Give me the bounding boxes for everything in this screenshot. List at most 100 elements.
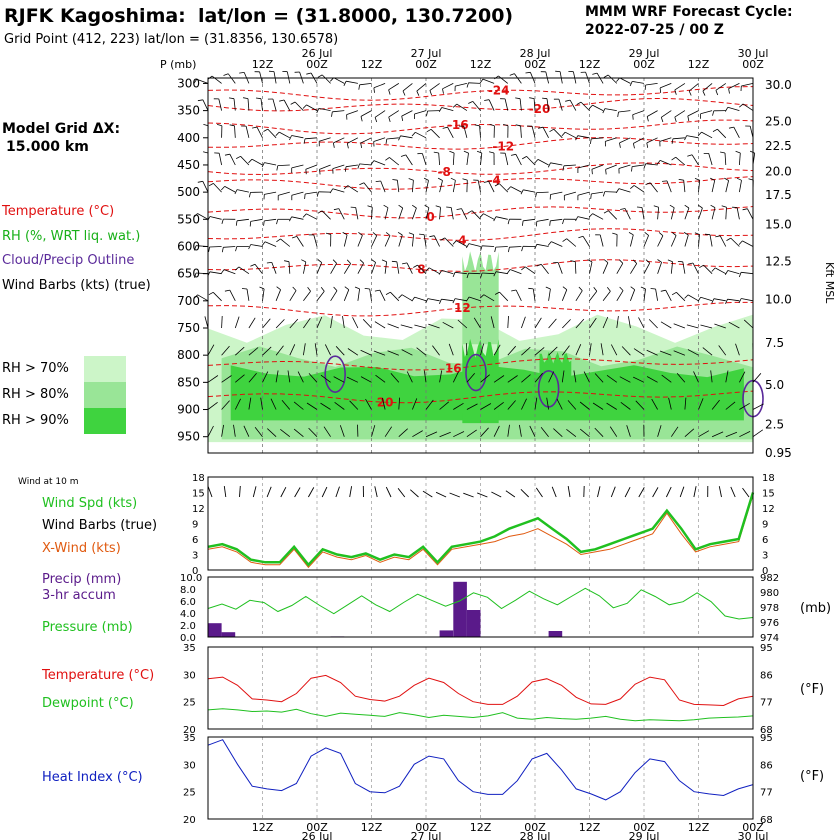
wind-barb-flag [304, 193, 306, 200]
wind-barb [592, 213, 604, 220]
wind-barb-flag [628, 232, 634, 236]
wind-barb-flag [578, 286, 583, 291]
wind-barb [493, 344, 501, 356]
wind-barb [480, 427, 489, 437]
wind-barb [455, 298, 467, 302]
wind-barb [523, 218, 536, 222]
wind-barb-flag [529, 97, 535, 99]
wind-barb-flag [488, 151, 495, 154]
wind-barb [668, 397, 672, 410]
wind-barb [221, 424, 224, 437]
bottom-hour-label: 12Z [470, 821, 492, 834]
temperature-contour-label: 8 [417, 263, 425, 277]
wind-barb-flag [259, 286, 265, 290]
wind-barb [343, 234, 348, 247]
wind-barb [633, 185, 645, 193]
bottom-date-label: 27 Jul [411, 830, 442, 840]
wind-barb [414, 324, 427, 329]
wind-barb [371, 207, 373, 220]
wind-barb [425, 180, 429, 193]
wind-barb-flag [223, 73, 229, 76]
wind-barb [456, 240, 468, 247]
wind-barb-flag [429, 235, 435, 238]
wind-barb-flag [697, 296, 702, 302]
wind-barb [684, 207, 690, 220]
wind-barb [448, 343, 454, 356]
wind-barb [725, 370, 729, 383]
temperature-contour-label: -8 [437, 165, 450, 179]
wind-barb [384, 207, 389, 220]
wind-barb [673, 323, 686, 329]
wind-barb [616, 316, 619, 329]
wind-barb [260, 397, 263, 410]
wind-barb-flag [250, 263, 256, 267]
wind-barb [271, 262, 277, 274]
wind-barb [727, 106, 740, 111]
wind-barb-flag [653, 205, 659, 208]
wind-barb [316, 316, 323, 329]
wind-barb-flag [452, 103, 458, 108]
wind-barb [657, 262, 662, 274]
temperature-contour-label: 0 [426, 210, 434, 224]
wind-barb [197, 213, 209, 220]
surface-wind-barb [252, 486, 257, 498]
wind-barb-flag [221, 247, 224, 253]
bottom-hour-label: 12Z [252, 821, 274, 834]
wind-barb [580, 101, 590, 111]
wind-barb [405, 154, 413, 166]
bottom-date-label: 26 Jul [302, 830, 333, 840]
wind-barb-flag [248, 244, 252, 250]
wind-barb [303, 343, 306, 356]
wind-barb-flag [317, 74, 323, 78]
wind-barb [279, 131, 290, 139]
wind-barb [352, 317, 359, 329]
pressure-tick-label: 750 [177, 321, 200, 335]
wind-barb-flag [197, 180, 203, 183]
heat-index-c-ytick: 30 [183, 760, 196, 771]
wind-barb [346, 376, 359, 383]
wind-barb [739, 431, 751, 438]
wind-panel-frame [207, 476, 754, 571]
wind-barb [196, 78, 209, 84]
top-hour-label: 12Z [579, 58, 601, 71]
wind-barb-flag [603, 74, 609, 78]
wind-barb-flag [575, 135, 579, 141]
wind-barb [479, 125, 481, 138]
wind-barb [558, 98, 563, 111]
wind-barb [561, 345, 570, 356]
wind-barb-flag [401, 116, 404, 121]
wind-barb [343, 289, 350, 301]
wind-barb [452, 371, 459, 383]
wind-barb [229, 289, 236, 301]
legend-precip-accum: 3-hr accum [42, 588, 116, 603]
wind-ytick-left: 15 [192, 489, 205, 500]
precip-bar [453, 581, 467, 637]
wind-barb [251, 158, 263, 166]
wind-barb-flag [630, 185, 635, 190]
wind-barb [270, 398, 277, 410]
wind-barb [463, 126, 468, 138]
wind-barb-flag [385, 291, 391, 295]
wind-barb [412, 207, 417, 220]
temp-f-unit-label: (°F) [800, 682, 824, 697]
bottom-hour-label: 12Z [688, 821, 710, 834]
surface-wind-barb [422, 490, 433, 498]
wind-barb [566, 238, 577, 247]
wind-barb [412, 180, 414, 193]
wind-barb-flag [316, 108, 320, 114]
wind-barb-flag [424, 204, 430, 209]
wind-barb [693, 371, 699, 383]
wind-barb [204, 316, 209, 329]
wind-barb [433, 235, 440, 247]
wind-barb [195, 245, 209, 247]
wind-barb-flag [660, 117, 664, 123]
wind-barb [373, 137, 386, 142]
legend-rh70-label: RH > 70% [2, 361, 69, 376]
wind-barb [741, 83, 754, 87]
wind-barb [674, 83, 686, 91]
wind-barb [461, 208, 468, 220]
wind-barb-flag [720, 151, 726, 154]
bottom-date-label: 30 Jul [738, 830, 769, 840]
cloud-outline [537, 370, 560, 408]
precip-ytick: 6.0 [180, 597, 196, 608]
